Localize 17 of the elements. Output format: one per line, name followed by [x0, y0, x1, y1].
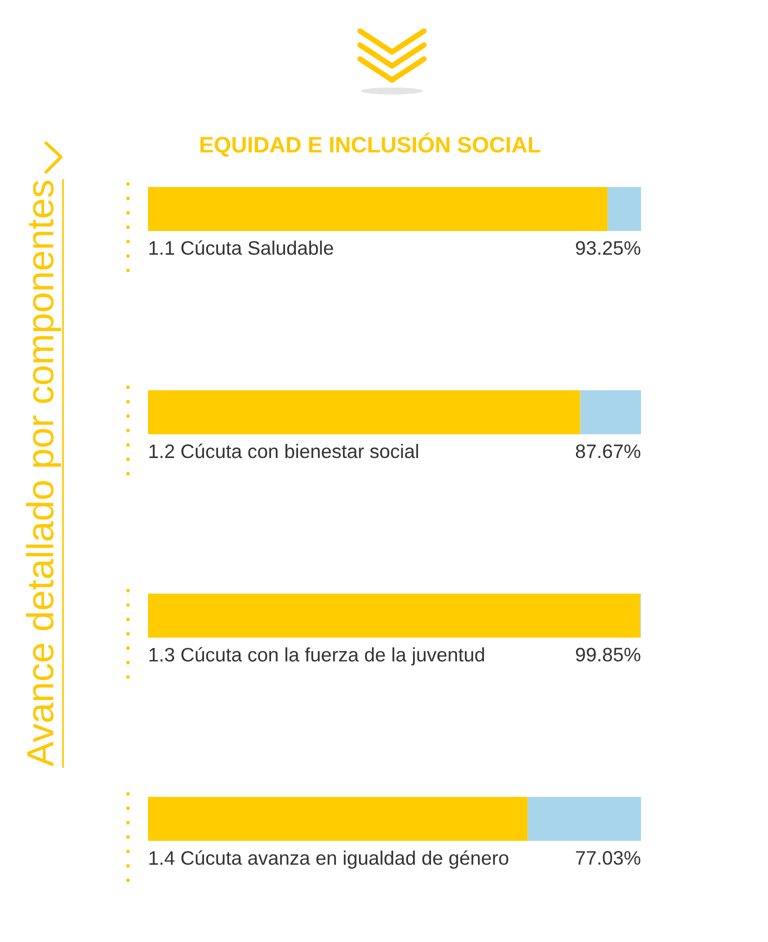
bar — [148, 187, 608, 231]
chart-title: EQUIDAD E INCLUSIÓN SOCIAL — [200, 132, 540, 157]
data-label: 87.67% — [576, 444, 640, 458]
y-tick-label: 1.1 Cúcuta Saludable — [149, 240, 334, 255]
y-tick-label: 1.3 Cúcuta con la fuerza de la juventud — [149, 647, 484, 666]
bar — [148, 594, 640, 638]
y-tick-label: 1.2 Cúcuta con bienestar social — [149, 444, 418, 458]
y-tick-label: 1.4 Cúcuta avanza en igualdad de género — [149, 850, 508, 869]
data-label: 99.85% — [576, 648, 640, 662]
data-label: 93.25% — [576, 241, 640, 255]
bar — [148, 390, 580, 434]
data-label: 77.03% — [576, 851, 640, 865]
y-axis-title: Avance detallado por componentes — [26, 180, 61, 767]
bar — [580, 390, 641, 434]
bar — [608, 187, 641, 231]
bar — [528, 796, 641, 841]
bar — [148, 796, 528, 841]
